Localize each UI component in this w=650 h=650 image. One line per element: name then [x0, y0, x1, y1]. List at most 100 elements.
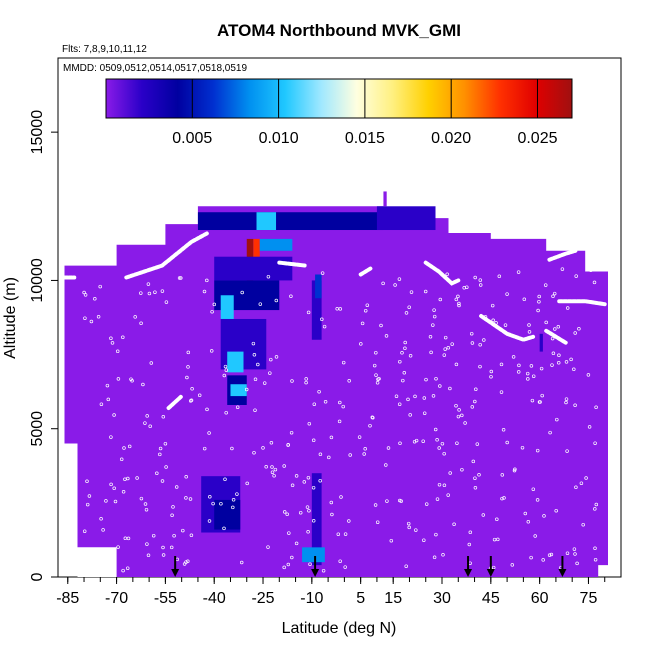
sample-point: [322, 324, 327, 329]
sample-point: [513, 467, 517, 472]
sample-point: [384, 463, 388, 467]
sample-point: [473, 275, 477, 280]
sample-point: [155, 471, 159, 476]
sample-point: [143, 502, 148, 506]
sample-point: [320, 271, 325, 275]
sample-point: [542, 514, 546, 518]
sample-point: [574, 274, 578, 278]
sample-point: [286, 443, 290, 447]
sample-point: [555, 417, 559, 422]
sample-point: [491, 318, 495, 323]
sample-point: [550, 363, 554, 367]
sample-point: [202, 289, 207, 294]
sample-point: [323, 400, 328, 404]
sample-point: [526, 520, 531, 524]
sample-point: [112, 486, 116, 491]
sample-point: [422, 396, 427, 400]
sample-point: [82, 290, 86, 295]
sample-point: [139, 496, 144, 501]
sample-point: [594, 502, 599, 507]
sample-point: [337, 419, 342, 424]
sample-point: [363, 308, 368, 313]
sample-point: [83, 316, 87, 320]
sample-point: [475, 442, 480, 446]
sample-point: [139, 291, 143, 295]
sample-point: [581, 522, 585, 527]
sample-point: [394, 394, 399, 398]
sample-point: [287, 531, 291, 535]
data-cell: [230, 384, 247, 397]
sample-point: [452, 522, 456, 527]
sample-point: [264, 465, 268, 469]
sample-point: [593, 441, 597, 445]
sample-point: [553, 327, 557, 331]
flight-track: [166, 394, 184, 410]
sample-point: [505, 292, 509, 296]
sample-point: [362, 452, 366, 456]
sample-point: [359, 342, 363, 346]
sample-point: [517, 363, 521, 368]
sample-point: [116, 545, 120, 549]
sample-point: [184, 496, 188, 500]
sample-point: [223, 364, 228, 369]
sample-point: [428, 335, 433, 339]
sample-point: [84, 567, 88, 571]
sample-point: [398, 441, 402, 446]
sample-point: [489, 369, 494, 374]
data-cell: [315, 274, 322, 299]
sample-point: [109, 482, 113, 487]
sample-point: [164, 465, 168, 469]
sample-point: [401, 378, 405, 383]
sample-point: [135, 476, 139, 480]
sample-point: [422, 411, 427, 415]
x-tick-label: 45: [482, 590, 500, 607]
sample-point: [385, 499, 389, 503]
sample-point: [261, 446, 265, 450]
sample-point: [470, 341, 475, 345]
sample-point: [121, 568, 125, 573]
sample-point: [593, 557, 598, 562]
flights-label: Flts: 7,8,9,10,11,12: [62, 44, 147, 55]
sample-point: [123, 477, 127, 482]
sample-point: [318, 452, 323, 457]
sample-point: [139, 321, 143, 326]
sample-point: [312, 402, 317, 406]
colorbar-bar: [105, 78, 573, 119]
data-cell: [253, 238, 260, 269]
sample-point: [335, 307, 339, 311]
sample-point: [406, 397, 410, 402]
data-cell: [256, 212, 277, 231]
sample-point: [338, 559, 342, 563]
sample-point: [219, 501, 223, 506]
sample-point: [311, 485, 316, 490]
sample-point: [145, 542, 149, 546]
sample-point: [414, 528, 418, 532]
sample-point: [343, 532, 348, 536]
sample-point: [375, 381, 380, 385]
sample-point: [403, 340, 407, 345]
sample-point: [179, 276, 183, 280]
sample-point: [473, 399, 477, 404]
sample-point: [127, 444, 132, 449]
sample-point: [460, 467, 464, 472]
sample-point: [153, 290, 157, 294]
sample-point: [177, 276, 182, 280]
sample-point: [552, 291, 557, 296]
sample-point: [527, 323, 531, 327]
sample-point: [373, 503, 378, 507]
sample-point: [109, 336, 113, 341]
sample-point: [478, 278, 483, 282]
sample-point: [547, 553, 552, 557]
y-tick-label: 10000: [29, 258, 46, 303]
sample-point: [441, 553, 445, 557]
colorbar-tick-label: 0.005: [172, 130, 212, 147]
data-cell: [376, 206, 436, 231]
data-cell: [214, 256, 293, 281]
sample-point: [556, 325, 561, 329]
sample-point: [565, 551, 570, 555]
sample-point: [146, 282, 151, 286]
sample-point: [550, 336, 555, 341]
sample-point: [468, 530, 473, 535]
sample-point: [160, 289, 165, 293]
sample-point: [397, 402, 402, 406]
